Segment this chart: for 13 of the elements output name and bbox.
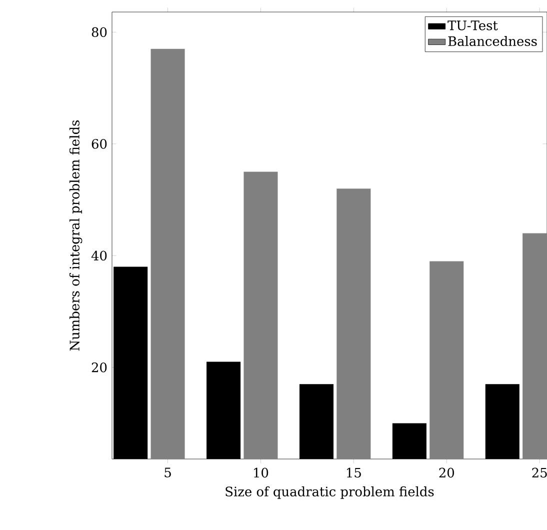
y-tick-label: 80 (92, 27, 107, 38)
y-tick-label: 60 (92, 138, 107, 149)
y-axis-title: Numbers of integral problem fields (69, 120, 82, 351)
x-tick-label: 10 (254, 468, 268, 478)
y-tick-label: 20 (92, 362, 107, 372)
x-axis-title: Size of quadratic problem fields (226, 486, 434, 499)
legend-label: Balancedness (448, 36, 537, 46)
x-tick-label: 25 (532, 468, 547, 478)
x-tick-label: 20 (439, 468, 454, 478)
x-tick-label: 5 (164, 468, 171, 478)
x-tick-label: 15 (347, 468, 361, 478)
y-tick-label: 40 (91, 250, 107, 261)
legend-label: TU-Test (448, 20, 498, 30)
